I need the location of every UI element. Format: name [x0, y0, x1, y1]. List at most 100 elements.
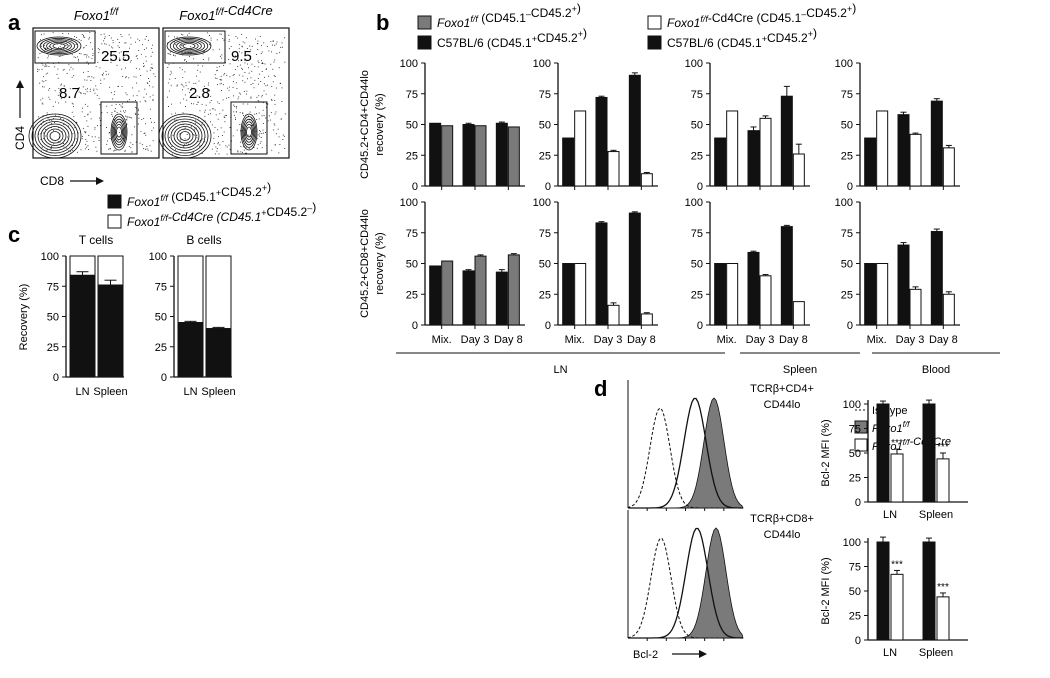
dot — [279, 52, 281, 54]
legend-c-text: Foxo1f/f-Cd4Cre (CD45.1+CD45.2–) — [127, 200, 316, 229]
significance-mark: *** — [891, 438, 903, 449]
dot — [275, 144, 276, 146]
y-tick-label: 25 — [849, 611, 861, 623]
dot — [214, 153, 216, 155]
y-tick-label: 0 — [412, 181, 418, 193]
dot — [282, 46, 283, 48]
y-tick-label: 100 — [843, 537, 861, 549]
dot — [228, 97, 230, 98]
dot — [182, 84, 184, 86]
dot — [230, 46, 232, 47]
panel-label-d: d — [594, 376, 607, 401]
hist-cre-curve — [628, 397, 743, 509]
dot — [252, 83, 254, 84]
dot — [86, 120, 88, 122]
legend-b-text: Foxo1f/f-Cd4Cre (CD45.1–CD45.2+) — [667, 1, 856, 30]
dot — [248, 148, 250, 150]
dot — [104, 56, 106, 58]
dot — [243, 91, 245, 92]
dot — [116, 64, 118, 66]
cd4-percentage: 9.5 — [231, 48, 252, 65]
dot — [65, 147, 67, 149]
dot — [244, 62, 246, 64]
y-tick-label: 75 — [841, 228, 853, 240]
dot — [268, 50, 270, 52]
dot — [194, 129, 196, 131]
dot — [45, 47, 46, 49]
dot — [197, 69, 199, 71]
dot — [145, 36, 147, 37]
y-tick-label: 25 — [841, 150, 853, 162]
dot — [274, 76, 276, 77]
dot — [281, 42, 283, 44]
dot — [248, 115, 249, 117]
dot — [108, 148, 110, 150]
dot — [107, 53, 109, 55]
dot — [83, 54, 85, 56]
dot — [96, 88, 98, 90]
dot — [152, 100, 154, 102]
dot — [228, 144, 230, 146]
bar — [780, 226, 793, 326]
dot — [42, 97, 44, 99]
dot — [175, 112, 176, 114]
stacked-chart: 0 25 50 75 100 B cells LN Spleen — [149, 233, 236, 398]
dot — [273, 123, 275, 125]
dot — [42, 120, 44, 122]
significance-mark: *** — [891, 559, 903, 570]
dot — [43, 138, 45, 140]
dot — [37, 68, 38, 70]
dot — [87, 71, 89, 72]
dot — [37, 57, 39, 59]
bar — [909, 133, 922, 187]
y-tick-label: 25 — [406, 289, 418, 301]
dot — [199, 110, 201, 112]
y-tick-label: 100 — [843, 399, 861, 411]
dot — [49, 98, 51, 100]
dot — [246, 48, 248, 49]
dot — [47, 72, 49, 74]
y-tick-label: 100 — [533, 58, 551, 70]
dot — [202, 53, 204, 55]
dot — [40, 150, 42, 152]
bar — [562, 263, 575, 326]
flow-plot: 25.5 8.7 Foxo1f/f — [28, 7, 160, 159]
dot — [174, 55, 176, 57]
dot — [233, 74, 235, 75]
dot — [108, 35, 110, 36]
dot — [219, 79, 221, 80]
dot — [98, 140, 100, 141]
dot — [84, 93, 86, 95]
dot — [103, 33, 105, 35]
dot — [173, 54, 174, 56]
dot — [94, 92, 96, 94]
dot — [215, 146, 217, 148]
dot — [262, 123, 264, 124]
dot — [53, 130, 54, 132]
dot — [135, 107, 137, 108]
bar — [864, 137, 877, 187]
y-tick-label: 50 — [849, 586, 861, 598]
dot — [254, 120, 256, 122]
bar — [930, 231, 943, 326]
dot — [223, 39, 225, 41]
dot — [90, 80, 92, 81]
dot — [126, 119, 128, 121]
dot — [41, 51, 43, 53]
dot — [193, 103, 195, 105]
dot — [124, 150, 126, 152]
dot — [85, 139, 87, 140]
dot — [179, 67, 181, 69]
dot — [104, 36, 106, 38]
contour-line — [37, 121, 73, 151]
dot — [184, 127, 186, 129]
dot — [174, 119, 176, 121]
bar — [942, 147, 955, 187]
dot — [249, 111, 251, 113]
dot — [219, 33, 221, 35]
stacked-title: B cells — [186, 233, 221, 247]
dot — [110, 92, 112, 94]
dot — [78, 60, 79, 62]
dot — [196, 104, 198, 105]
dot — [153, 73, 155, 75]
